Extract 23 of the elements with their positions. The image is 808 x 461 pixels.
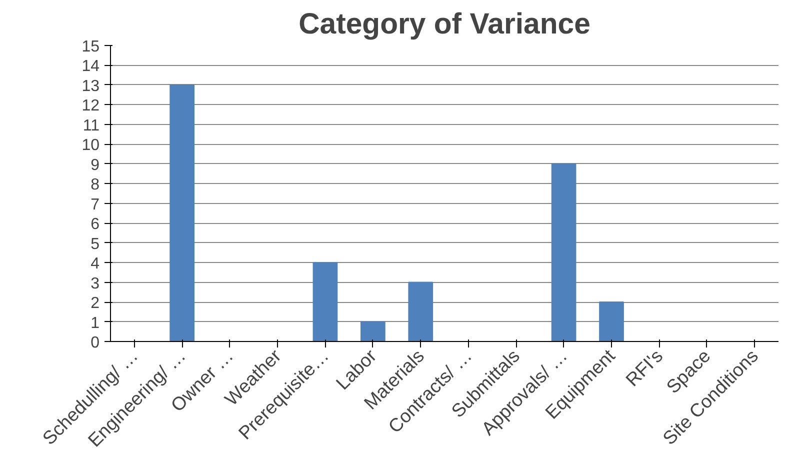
chart-title: Category of Variance — [298, 8, 590, 40]
bar — [551, 163, 576, 342]
y-tick-label: 1 — [90, 314, 100, 332]
y-tick-label: 0 — [90, 334, 100, 352]
y-tick-label: 7 — [90, 196, 100, 214]
bar — [312, 262, 338, 342]
y-tick-label: 2 — [90, 295, 100, 312]
bar — [599, 302, 624, 342]
y-tick-label: 12 — [82, 98, 100, 115]
bar — [408, 282, 434, 342]
y-tick-label: 8 — [90, 176, 100, 194]
y-tick-label: 9 — [90, 156, 100, 174]
y-tick-label: 13 — [82, 78, 100, 95]
bar — [170, 84, 194, 342]
y-tick-label: 14 — [82, 58, 100, 76]
y-tick-label: 15 — [82, 38, 100, 56]
y-tick-label: 6 — [90, 216, 100, 234]
y-tick-label: 11 — [82, 117, 100, 134]
y-tick-label: 3 — [90, 275, 100, 292]
y-tick-label: 5 — [90, 236, 100, 253]
y-tick-label: 4 — [90, 256, 100, 273]
bar — [360, 321, 386, 342]
y-tick-label: 10 — [82, 137, 100, 154]
